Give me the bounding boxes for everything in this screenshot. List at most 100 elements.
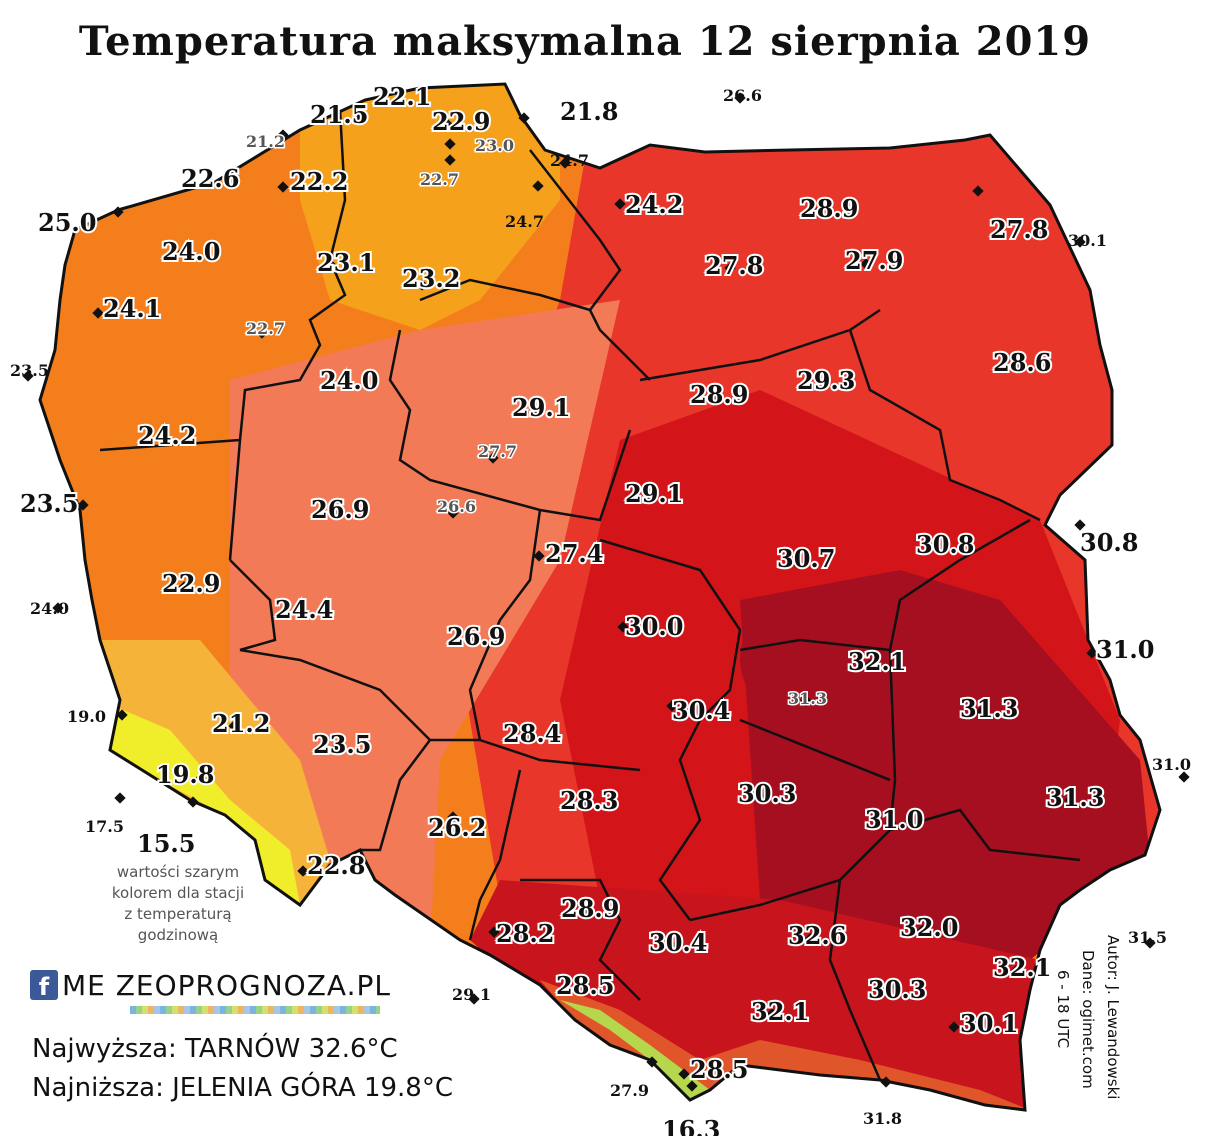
station-temperature-label: 22.9 [162, 569, 220, 598]
station-marker [578, 978, 590, 990]
station-temperature-label: 19.8 [156, 760, 214, 789]
station-temperature-label: 26.9 [311, 495, 369, 524]
station-temperature-label: 24.2 [138, 421, 196, 450]
station-temperature-label: 30.3 [868, 975, 926, 1004]
grey-values-note: wartości szarym kolorem dla stacji z tem… [88, 862, 268, 946]
station-temperature-label: 29.3 [797, 366, 855, 395]
station-temperature-label: 31.8 [863, 1109, 902, 1128]
station-labels: 22.121.5 22.9 21.8 26.6 21.2 23.0 24.7 22.6 22.2… [10, 80, 1191, 1136]
station-marker [1074, 519, 1086, 531]
station-marker [812, 206, 824, 218]
station-marker [916, 925, 928, 937]
station-marker [884, 979, 896, 991]
note-line: godzinową [137, 926, 219, 944]
facebook-icon: f [30, 970, 58, 1001]
station-marker [559, 157, 571, 169]
station-temperature-label: 30.4 [649, 928, 707, 957]
station-marker [800, 695, 812, 707]
station-temperature-label: 32.1 [848, 647, 906, 676]
voivodeship-borders [99, 109, 1081, 1081]
station-temperature-label: 23.5 [20, 489, 78, 518]
logo-text: ME ZEOPROGNOZA.PL [62, 968, 391, 1002]
station-marker [277, 181, 289, 193]
station-temperature-label: 28.6 [993, 348, 1051, 377]
station-marker [646, 1056, 658, 1068]
station-marker [666, 700, 678, 712]
note-line: wartości szarym [116, 863, 240, 881]
station-marker [1074, 236, 1086, 248]
station-marker [447, 507, 459, 519]
station-temperature-label: 24.0 [320, 366, 378, 395]
station-temperature-label: 32.1 [993, 953, 1051, 982]
station-marker [328, 508, 340, 520]
station-marker [754, 791, 766, 803]
station-marker [1144, 937, 1156, 949]
station-temperature-label: 22.7 [246, 319, 285, 338]
station-temperature-label: 27.8 [990, 215, 1048, 244]
station-temperature-label: 26.2 [428, 813, 486, 842]
station-marker [842, 377, 854, 389]
station-temperature-label: 28.2 [496, 919, 554, 948]
station-marker [464, 635, 476, 647]
station-temperature-label: 28.9 [800, 194, 858, 223]
station-marker [52, 602, 64, 614]
station-marker [178, 581, 190, 593]
station-marker [1178, 771, 1190, 783]
station-temperature-label: 27.9 [610, 1081, 649, 1100]
station-temperature-label: 30.3 [738, 779, 796, 808]
station-marker [577, 905, 589, 917]
station-temperature-label: 21.5 [310, 100, 368, 129]
station-temperature-label: 28.9 [690, 380, 748, 409]
station-marker [416, 279, 428, 291]
station-marker [617, 621, 629, 633]
map-title: Temperatura maksymalna 12 sierpnia 2019 [78, 18, 1092, 65]
station-temperature-label: 28.5 [556, 971, 614, 1000]
station-marker [297, 865, 309, 877]
station-temperature-label: 32.1 [751, 997, 809, 1026]
meteoprognoza-logo: f ME ZEOPROGNOZA.PL [30, 967, 391, 1003]
station-temperature-label: 27.4 [545, 539, 603, 568]
station-marker [975, 706, 987, 718]
station-marker [972, 185, 984, 197]
station-marker [880, 1076, 892, 1088]
station-marker [706, 392, 718, 404]
station-marker [277, 129, 289, 141]
station-temperature-label: 31.0 [865, 805, 923, 834]
station-temperature-label: 23.0 [475, 136, 514, 155]
station-temperature-label: 17.5 [85, 817, 124, 836]
station-temperature-label: 31.0 [1096, 635, 1154, 664]
station-marker [444, 154, 456, 166]
station-temperature-label: 23.5 [10, 361, 49, 380]
station-marker [1010, 965, 1022, 977]
station-temperature-label: 31.0 [1152, 755, 1191, 774]
country-border [38, 82, 1162, 1112]
station-temperature-label: 15.5 [137, 829, 195, 858]
station-temperature-label: 32.6 [788, 921, 846, 950]
station-temperature-label: 30.4 [672, 696, 730, 725]
station-marker [864, 659, 876, 671]
station-temperature-label: 29.1 [512, 393, 570, 422]
station-temperature-label: 22.2 [290, 167, 348, 196]
station-temperature-label: 22.7 [420, 170, 459, 189]
station-markers [22, 92, 1190, 1092]
station-marker [930, 542, 942, 554]
station-marker [156, 432, 168, 444]
station-temperature-label: 22.6 [181, 164, 239, 193]
station-marker [724, 262, 736, 274]
time-range: 6 - 18 UTC [1054, 970, 1072, 1049]
station-temperature-label: 21.8 [560, 97, 618, 126]
station-temperature-label: 26.6 [437, 497, 476, 516]
station-marker [686, 1080, 698, 1092]
station-marker [447, 811, 459, 823]
station-marker [187, 796, 199, 808]
note-line: z temperaturą [124, 905, 232, 923]
highest-temperature: Najwyższa: TARNÓW 32.6°C [32, 1034, 398, 1064]
station-marker [468, 993, 480, 1005]
station-temperature-label: 24.0 [30, 599, 69, 618]
station-marker [330, 742, 342, 754]
station-temperature-label: 24.0 [162, 237, 220, 266]
station-temperature-label: 24.1 [103, 294, 161, 323]
station-temperature-label: 26.6 [723, 86, 762, 105]
